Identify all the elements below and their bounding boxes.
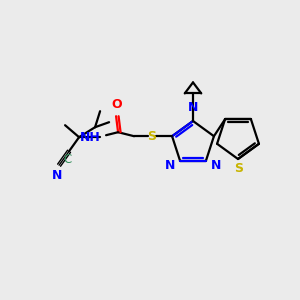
Text: NH: NH [80,131,101,144]
Text: N: N [188,101,198,114]
Text: S: S [148,130,157,143]
Text: S: S [235,162,244,175]
Text: N: N [165,159,176,172]
Text: N: N [52,169,62,182]
Text: O: O [112,98,122,111]
Text: C: C [63,153,71,166]
Text: N: N [211,159,221,172]
